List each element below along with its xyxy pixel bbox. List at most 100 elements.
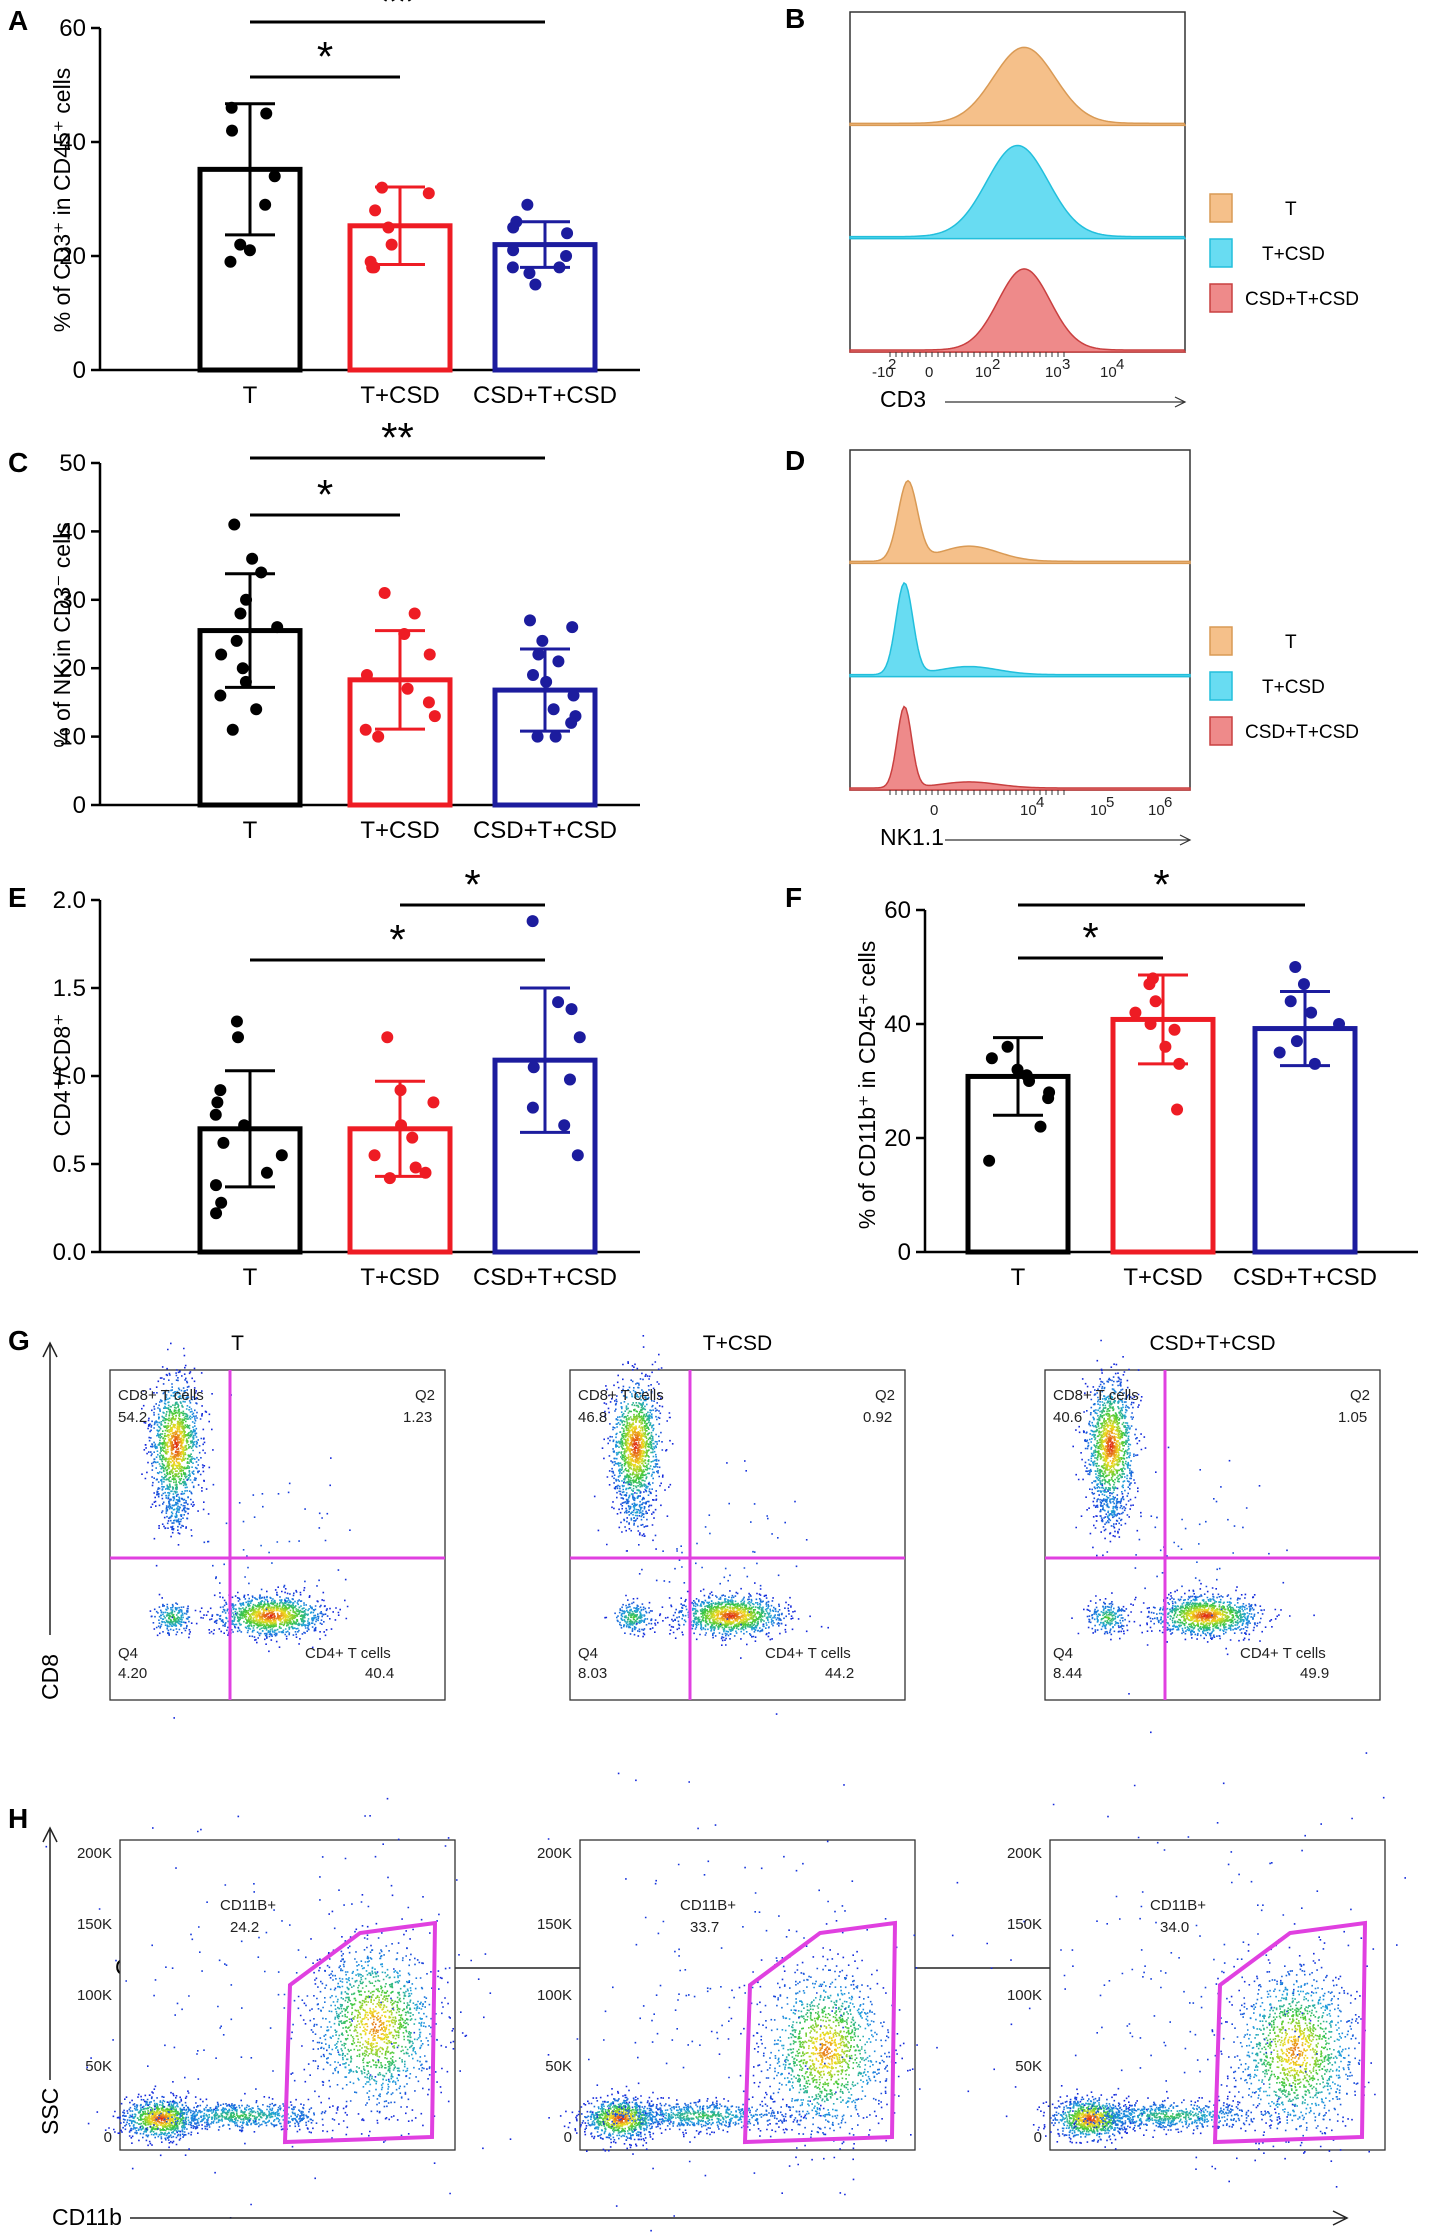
density-dots [1131,1397,1133,1400]
density-dots [620,1445,622,1447]
y-tick-label: 40 [59,518,86,545]
density-dots [637,1438,643,1462]
density-dots [1106,1457,1120,1471]
data-point-CSD+T+CSD [573,1031,586,1044]
density-dots [183,2134,185,2137]
data-point-T [234,238,247,251]
density-dots [640,1447,643,1449]
density-dots [1121,1493,1124,1495]
data-point-CSD+T+CSD [552,996,565,1009]
density-dots [283,1615,294,1623]
density-dots [186,1475,188,1478]
density-dots [152,1622,155,1624]
density-dots [640,1621,642,1623]
density-dots [635,1439,639,1446]
density-dots [680,1603,682,1605]
density-dots [1112,1614,1114,1616]
density-dots [1114,1617,1117,1620]
density-dots [620,1391,623,1394]
data-point-CSD+T+CSD [506,261,519,274]
density-dots [1111,1603,1114,1606]
density-dots [634,1418,636,1420]
density-dots [1096,1456,1099,1459]
density-dots [149,1610,152,1612]
density-dots [134,2113,136,2115]
density-dots [630,1483,633,1486]
density-dots [1109,1613,1117,1626]
density-dots [168,2108,170,2111]
density-dots [285,1635,288,1638]
density-dots [1170,1615,1172,1618]
density-dots [613,1482,618,1494]
density-dots [183,1508,185,1510]
data-point-CSD+T+CSD [507,244,520,257]
density-dots [251,1619,253,1622]
density-dots [1112,1519,1122,1528]
density-dots [1227,1518,1229,1521]
x-tick-label: 5 [1106,794,1114,811]
density-dots [646,1467,649,1470]
density-dots [1216,1610,1218,1613]
density-dots [173,1439,176,1441]
density-dots [636,1418,638,1421]
density-dots [636,1468,638,1470]
density-dots [1104,1620,1106,1622]
density-dots [1103,1417,1105,1420]
density-dots [1193,1614,1195,1617]
density-dots [624,1410,626,1412]
density-dots [1121,1473,1123,1475]
density-dots [173,1424,176,1426]
density-dots [700,1620,703,1623]
density-dots [165,1612,179,1624]
density-dots [1191,1612,1195,1618]
density-dots [1097,1415,1099,1417]
density-dots [151,1465,154,1467]
density-dots [186,1438,188,1440]
density-dots [717,1622,720,1625]
density-dots [165,1512,168,1514]
density-dots [175,1504,177,1506]
density-dots [623,1624,637,1629]
data-point-CSD+T+CSD [1289,961,1302,973]
density-dots [628,1613,630,1616]
density-dots [641,1427,646,1436]
density-dots [754,1606,757,1608]
density-dots [263,1614,266,1616]
density-dots [1117,1436,1119,1439]
density-dots [767,1619,769,1621]
density-dots [164,2137,166,2140]
density-dots [1095,1403,1113,1477]
density-dots [172,1496,175,1499]
density-dots [731,1614,734,1617]
density-dots [770,1621,773,1623]
density-dots [1089,1424,1092,1427]
density-dots [166,1508,169,1512]
density-dots [642,1606,647,1610]
density-dots [1103,1601,1105,1604]
density-dots [275,1607,278,1610]
data-point-T [228,518,241,531]
density-dots [628,1467,631,1470]
density-dots [658,1435,660,1438]
density-dots [273,1609,275,1611]
density-dots [177,1448,180,1450]
density-dots [745,1605,748,1608]
density-dots [1180,1596,1183,1598]
data-point-T+CSD [378,586,391,599]
density-dots [1110,1403,1112,1406]
data-point-T+CSD [368,261,381,274]
data-point-T+CSD [395,1119,408,1132]
density-dots [1245,1607,1250,1624]
density-dots [156,1434,158,1437]
density-dots [1101,1470,1103,1473]
density-dots [161,1523,164,1525]
density-dots [791,1617,794,1620]
density-dots [1099,1480,1101,1482]
density-dots [168,2113,171,2115]
density-dots [627,1611,629,1614]
density-dots [1189,1623,1192,1626]
density-dots [634,1503,636,1506]
density-dots [651,1627,654,1629]
density-dots [295,1633,297,1636]
density-dots [249,1602,252,1604]
